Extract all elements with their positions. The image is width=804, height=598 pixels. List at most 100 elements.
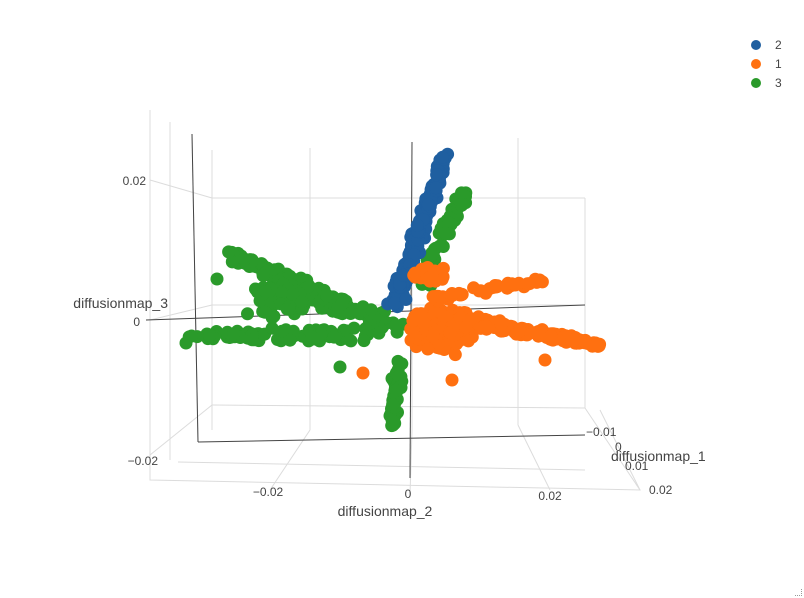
data-point [343,333,357,347]
data-point [392,369,406,383]
data-point [210,272,224,286]
data-point [417,316,431,330]
legend-item-2[interactable]: 2 [751,38,782,52]
z-tick-label: 0.02 [123,174,147,188]
data-point [347,321,361,335]
data-point [538,353,552,367]
data-point [238,252,251,266]
x-tick-label: 0.01 [625,459,649,473]
y-tick-label: −0.02 [253,485,284,499]
legend-label-2: 2 [775,38,782,52]
y-tick-label: 0 [405,487,412,501]
data-point [396,268,410,282]
legend-marker-3 [751,78,761,88]
data-point [283,333,297,347]
y-axis-ticks: −0.02 0 0.02 [253,485,562,503]
data-point [203,328,217,342]
data-point [567,333,581,347]
data-point [430,168,444,182]
data-point [435,272,449,286]
data-point [335,297,349,311]
data-point [438,226,452,240]
z-axis-title: diffusionmap_3 [73,295,168,311]
data-point [445,373,459,387]
data-point [421,342,435,356]
data-point [259,285,273,299]
data-point [225,255,239,269]
legend-marker-1 [751,59,761,69]
data-point [406,314,420,327]
data-point [455,287,469,301]
x-tick-label: −0.01 [586,425,617,439]
x-tick-label: 0 [615,440,622,454]
data-point [442,216,456,230]
data-point [522,277,536,291]
data-point [422,271,436,285]
data-point [333,360,347,374]
data-point [494,317,508,331]
data-point [399,293,413,306]
x-axis-title: diffusionmap_1 [611,448,706,464]
data-point [455,186,468,200]
data-point [479,319,493,333]
data-point [295,295,309,309]
legend-item-3[interactable]: 3 [751,76,782,90]
data-point [388,296,402,310]
data-point [265,321,279,335]
z-axis-ticks: 0.02 0 −0.02 [123,174,159,468]
data-point [429,181,443,195]
x-tick-label: 0.02 [649,483,673,497]
data-point [386,414,400,428]
data-point [258,305,272,319]
data-point [275,286,289,300]
data-point [407,248,421,262]
data-point [344,307,358,320]
data-point [513,324,527,338]
data-point [320,288,334,302]
data-point [459,320,473,334]
data-point [508,278,522,292]
data-point [356,366,370,380]
data-point [280,302,294,316]
data-point [386,398,400,411]
resize-handle[interactable] [795,589,802,596]
data-point [426,328,440,342]
data-point [391,354,405,368]
data-point [256,269,270,282]
data-point [222,245,236,259]
data-point [241,307,254,321]
scatter-points[interactable] [179,147,607,433]
data-point [286,287,300,301]
data-point [305,330,319,344]
data-point [227,327,241,341]
data-point [275,324,289,338]
data-point [179,336,193,350]
data-point [479,286,493,300]
data-point [448,348,462,362]
data-point [456,197,470,211]
data-point [467,281,481,295]
data-point [245,333,259,347]
legend-item-1[interactable]: 1 [751,57,782,71]
data-point [357,334,371,348]
y-tick-label: 0.02 [538,489,562,503]
data-point [327,330,341,344]
data-point [590,338,603,352]
data-point [372,326,386,340]
data-point [544,329,558,343]
data-point [436,150,450,164]
data-point [421,197,435,211]
z-tick-label: −0.02 [128,454,159,468]
y-axis-title: diffusionmap_2 [338,503,433,519]
z-tick-label: 0 [133,315,140,329]
data-point [535,275,549,289]
data-point [432,289,445,303]
x-axis-ticks: −0.01 0 0.01 0.02 [586,425,673,497]
axis-lines [145,133,586,479]
data-point [389,319,402,333]
data-point [389,383,403,397]
data-point [426,247,440,261]
legend[interactable]: 2 1 3 [751,38,782,90]
legend-label-3: 3 [775,76,782,90]
